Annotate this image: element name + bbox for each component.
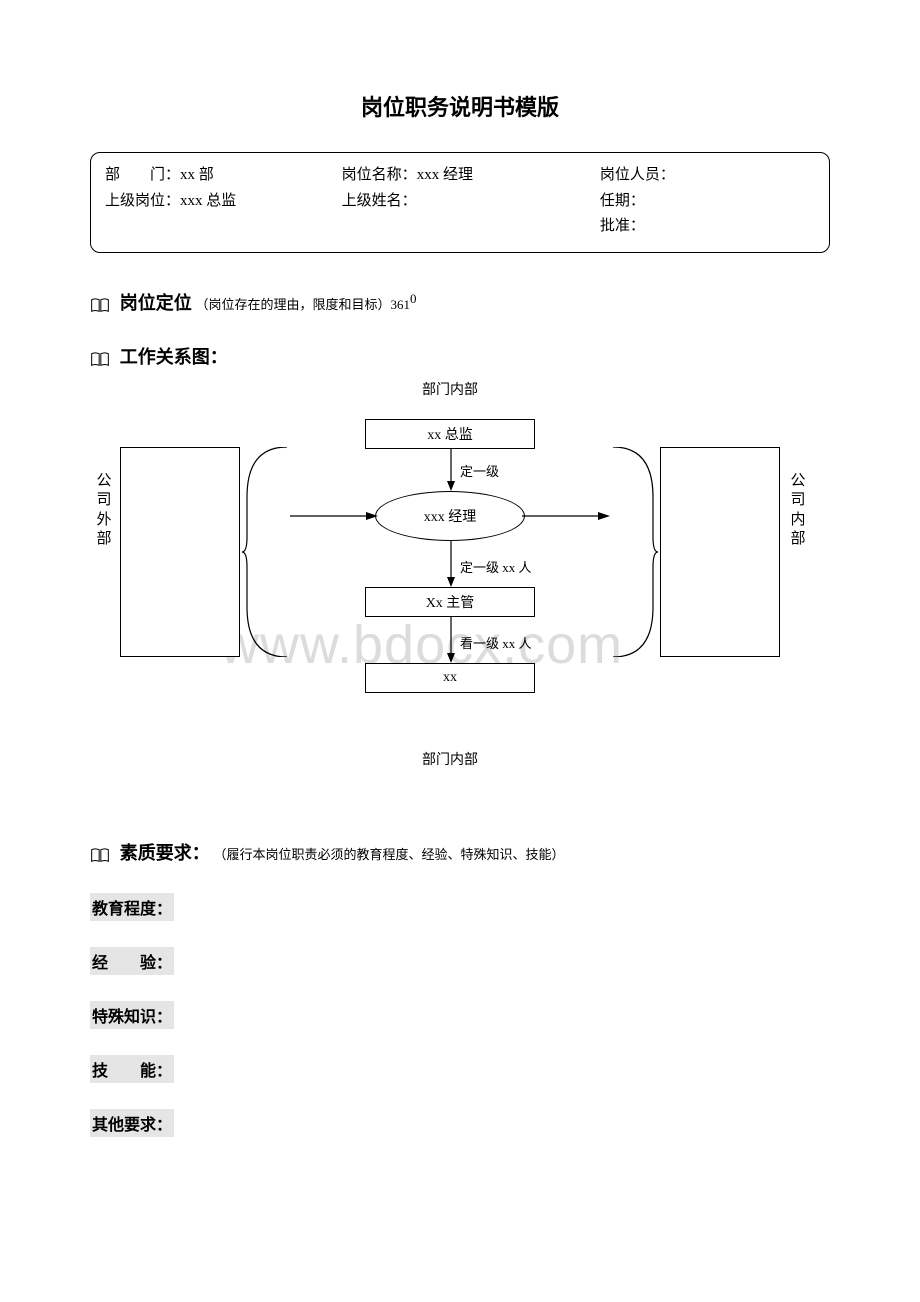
superior-name-cell: 上级姓名： (342, 189, 600, 240)
right-vert-char-1: 公 (790, 473, 805, 489)
book-icon (90, 298, 110, 313)
term-label: 任期： (600, 189, 815, 215)
right-vert-char-4: 部 (790, 531, 805, 547)
book-icon (90, 352, 110, 367)
right-outer-box (660, 447, 780, 657)
right-vert-char-2: 司 (790, 492, 805, 508)
section-positioning: 岗位定位 （岗位存在的理由，限度和目标）3610 (90, 289, 830, 315)
left-outer-box (120, 447, 240, 657)
edge-1-label: 定一级 (460, 461, 499, 480)
posperson-label: 岗位人员： (600, 167, 675, 183)
node-bottom: xx (365, 663, 535, 693)
info-box: 部 门：xx 部 岗位名称：xxx 经理 岗位人员： 上级岗位：xxx 总监 上… (90, 152, 830, 253)
positioning-sup: 0 (410, 291, 417, 306)
approve-label: 批准： (600, 214, 815, 240)
left-bracket (242, 447, 292, 657)
arrow-left-in (290, 510, 378, 522)
superior-name-label: 上级姓名： (342, 193, 417, 209)
positioning-sub: （岗位存在的理由，限度和目标）361 (196, 297, 411, 312)
relation-diagram: www.bdocx.com 部门内部 公 司 外 部 公 司 内 部 xx 总监… (90, 379, 830, 819)
quality-heading: 素质要求： (120, 843, 210, 863)
arrow-1 (445, 449, 457, 491)
superior-pos-value: xxx 总监 (180, 193, 236, 209)
dept-cell: 部 门：xx 部 (105, 163, 342, 189)
requirements-block: 教育程度： 经 验： 特殊知识： 技 能： 其他要求： (90, 893, 830, 1163)
positioning-heading: 岗位定位 (120, 293, 192, 313)
quality-sub: （履行本岗位职责必须的教育程度、经验、特殊知识、技能） (214, 847, 565, 862)
info-row-2: 上级岗位：xxx 总监 上级姓名： 任期： 批准： (105, 189, 815, 240)
book-icon (90, 848, 110, 863)
req-skill: 技 能： (90, 1055, 174, 1083)
node-top: xx 总监 (365, 419, 535, 449)
edge-2-label: 定一级 xx 人 (460, 557, 532, 576)
relation-heading: 工作关系图： (120, 347, 228, 367)
term-approve-cell: 任期： 批准： (600, 189, 815, 240)
arrow-3 (445, 617, 457, 663)
posname-value: xxx 经理 (417, 167, 473, 183)
left-vert-char-3: 外 (96, 512, 111, 528)
section-relation: 工作关系图： (90, 343, 830, 369)
section-quality: 素质要求： （履行本岗位职责必须的教育程度、经验、特殊知识、技能） (90, 839, 830, 865)
info-row-1: 部 门：xx 部 岗位名称：xxx 经理 岗位人员： (105, 163, 815, 189)
dept-value: xx 部 (180, 167, 214, 183)
req-exp: 经 验： (90, 947, 174, 975)
diagram-top-label: 部门内部 (390, 379, 510, 399)
superior-pos-cell: 上级岗位：xxx 总监 (105, 189, 342, 240)
dept-label: 部 门： (105, 167, 180, 183)
diagram-bottom-label: 部门内部 (390, 749, 510, 769)
right-vert-char-3: 内 (790, 512, 805, 528)
arrow-right-out (522, 510, 610, 522)
right-vert-label: 公 司 内 部 (790, 472, 806, 550)
left-vert-char-2: 司 (96, 492, 111, 508)
left-vert-char-4: 部 (96, 531, 111, 547)
right-bracket (608, 447, 658, 657)
req-special: 特殊知识： (90, 1001, 174, 1029)
arrow-2 (445, 541, 457, 587)
left-vert-char-1: 公 (96, 473, 111, 489)
posname-cell: 岗位名称：xxx 经理 (342, 163, 600, 189)
node-mid: Xx 主管 (365, 587, 535, 617)
left-vert-label: 公 司 外 部 (96, 472, 112, 550)
edge-3-label: 看一级 xx 人 (460, 633, 532, 652)
posname-label: 岗位名称： (342, 167, 417, 183)
node-center: xxx 经理 (375, 491, 525, 541)
req-edu: 教育程度： (90, 893, 174, 921)
posperson-cell: 岗位人员： (600, 163, 815, 189)
superior-pos-label: 上级岗位： (105, 193, 180, 209)
req-other: 其他要求： (90, 1109, 174, 1137)
page-title: 岗位职务说明书模版 (90, 90, 830, 122)
